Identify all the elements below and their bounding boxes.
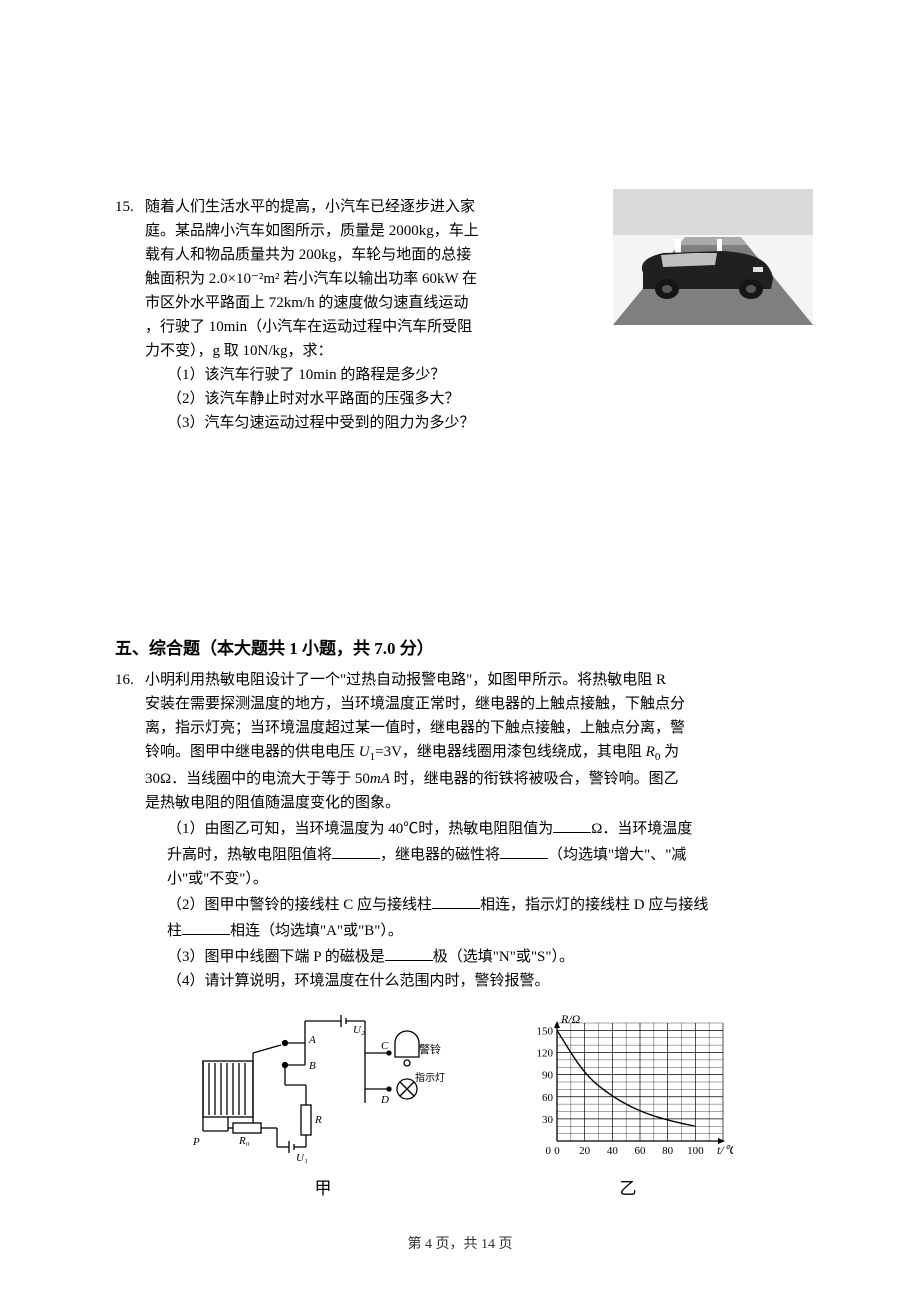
text: 铃响。图甲中继电器的供电电压	[145, 744, 359, 760]
text: （2）图甲中警铃的接线柱 C 应与接线柱	[167, 897, 432, 913]
text: 相连（均选填"A"或"B"）。	[230, 923, 403, 939]
q15-sub2: （2）该汽车静止时对水平路面的压强多大？	[145, 387, 555, 411]
text: （均选填"增大"、"减	[548, 847, 686, 863]
q16-sub1-cont2: 小"或"不变"）。	[145, 867, 785, 891]
svg-text:40: 40	[607, 1145, 619, 1157]
q15-line: 市区外水平路面上 72km/h 的速度做匀速直线运动	[145, 291, 555, 315]
page-number: 第 4 页，共 14 页	[0, 1234, 920, 1256]
caption-jia: 甲	[193, 1175, 453, 1202]
svg-text:20: 20	[579, 1145, 591, 1157]
svg-text:t/℃: t/℃	[717, 1143, 733, 1157]
question-16: 16. 小明利用热敏电阻设计了一个"过热自动报警电路"，如图甲所示。将热敏电阻 …	[145, 668, 820, 1202]
q16-line: 小明利用热敏电阻设计了一个"过热自动报警电路"，如图甲所示。将热敏电阻 R	[145, 668, 785, 692]
svg-text:指示灯: 指示灯	[415, 1071, 445, 1084]
svg-text:100: 100	[687, 1145, 704, 1157]
text-italic: R	[646, 744, 655, 760]
svg-text:R: R	[314, 1114, 322, 1126]
svg-text:0: 0	[546, 1145, 552, 1157]
text: 30Ω．当线圈中的电流大于等于 50	[145, 771, 370, 787]
q16-line: 是热敏电阻的阻值随温度变化的图象。	[145, 791, 785, 815]
blank-input[interactable]	[500, 841, 548, 859]
circuit-diagram: U₂ A B C D R₀ R P U₁ 警铃 指示灯	[193, 1013, 453, 1202]
q15-line: 载有人和物品质量共为 200kg，车轮与地面的总接	[145, 243, 555, 267]
svg-text:120: 120	[537, 1047, 554, 1059]
svg-text:90: 90	[542, 1069, 554, 1081]
svg-text:0: 0	[554, 1145, 560, 1157]
q16-sub4: （4）请计算说明，环境温度在什么范围内时，警铃报警。	[145, 969, 785, 993]
text: ，继电器的磁性将	[380, 847, 500, 863]
page-content: 15. 随着人们生活水平的提高，小汽车已经逐步进入家 庭。某品牌小汽车如图所示，…	[145, 195, 820, 1202]
text: 相连，指示灯的接线柱 D 应与接线	[480, 897, 708, 913]
q16-sub3: （3）图甲中线圈下端 P 的磁极是 极（选填"N"或"S"）。	[145, 943, 785, 969]
caption-yi: 乙	[523, 1175, 733, 1202]
blank-input[interactable]	[432, 891, 480, 909]
svg-text:30: 30	[542, 1114, 554, 1126]
q16-sub1: （1）由图乙可知，当环境温度为 40℃时，热敏电阻阻值为 Ω．当环境温度	[145, 815, 785, 841]
svg-text:D: D	[380, 1094, 389, 1106]
q15-body: 随着人们生活水平的提高，小汽车已经逐步进入家 庭。某品牌小汽车如图所示，质量是 …	[145, 195, 555, 435]
svg-text:150: 150	[537, 1025, 554, 1037]
q16-line: 铃响。图甲中继电器的供电电压 U1=3V，继电器线圈用漆包线绕成，其电阻 R0 …	[145, 740, 785, 767]
q16-line: 安装在需要探测温度的地方，当环境温度正常时，继电器的上触点接触，下触点分	[145, 692, 785, 716]
q16-sub2: （2）图甲中警铃的接线柱 C 应与接线柱 相连，指示灯的接线柱 D 应与接线	[145, 891, 785, 917]
q15-number: 15.	[115, 195, 134, 219]
q16-sub1-cont: 升高时，热敏电阻阻值将 ，继电器的磁性将 （均选填"增大"、"减	[145, 841, 785, 867]
svg-text:60: 60	[635, 1145, 647, 1157]
q15-line: 庭。某品牌小汽车如图所示，质量是 2000kg，车上	[145, 219, 555, 243]
blank-input[interactable]	[553, 815, 591, 833]
svg-text:R₀: R₀	[238, 1135, 250, 1147]
svg-text:U₂: U₂	[353, 1024, 365, 1036]
text: 为	[660, 744, 679, 760]
q15-sub1: （1）该汽车行驶了 10min 的路程是多少？	[145, 363, 555, 387]
text-italic: U	[359, 744, 370, 760]
question-15: 15. 随着人们生活水平的提高，小汽车已经逐步进入家 庭。某品牌小汽车如图所示，…	[145, 195, 820, 435]
diagram-row: U₂ A B C D R₀ R P U₁ 警铃 指示灯	[145, 1013, 785, 1202]
blank-input[interactable]	[332, 841, 380, 859]
section-5-header: 五、综合题（本大题共 1 小题，共 7.0 分）	[115, 635, 820, 662]
svg-text:B: B	[309, 1060, 316, 1072]
text-italic: mA	[370, 771, 390, 787]
svg-text:P: P	[193, 1136, 200, 1148]
svg-text:R/Ω: R/Ω	[560, 1013, 581, 1026]
text: 升高时，热敏电阻阻值将	[167, 847, 332, 863]
q16-body: 小明利用热敏电阻设计了一个"过热自动报警电路"，如图甲所示。将热敏电阻 R 安装…	[145, 668, 785, 1202]
text: 小明利用热敏电阻设计了一个"过热自动报警电路"，如图甲所示。将热敏电阻 R	[145, 672, 666, 688]
svg-text:C: C	[381, 1040, 389, 1052]
svg-text:A: A	[308, 1034, 316, 1046]
svg-text:80: 80	[662, 1145, 674, 1157]
text: Ω．当环境温度	[591, 821, 692, 837]
blank-input[interactable]	[182, 917, 230, 935]
text: 时，继电器的衔铁将被吸合，警铃响。图乙	[390, 771, 679, 787]
q15-line: 随着人们生活水平的提高，小汽车已经逐步进入家	[145, 195, 555, 219]
q15-line: 触面积为 2.0×10⁻²m² 若小汽车以输出功率 60kW 在	[145, 267, 555, 291]
q16-number: 16.	[115, 668, 134, 692]
q15-sub3: （3）汽车匀速运动过程中受到的阻力为多少？	[145, 411, 555, 435]
text: （1）由图乙可知，当环境温度为 40℃时，热敏电阻阻值为	[167, 821, 553, 837]
car-image	[612, 189, 814, 325]
text: 柱	[167, 923, 182, 939]
q16-line: 30Ω．当线圈中的电流大于等于 50mA 时，继电器的衔铁将被吸合，警铃响。图乙	[145, 767, 785, 791]
q15-line: ，行驶了 10min（小汽车在运动过程中汽车所受阻	[145, 315, 555, 339]
blank-input[interactable]	[385, 943, 433, 961]
q16-sub2-cont: 柱 相连（均选填"A"或"B"）。	[145, 917, 785, 943]
resistance-chart: 0 20 40 60 80 100 30 60 90 120 150 0 R/Ω t/℃ 乙	[523, 1013, 733, 1202]
svg-text:警铃: 警铃	[419, 1042, 441, 1056]
text: 极（选填"N"或"S"）。	[433, 949, 574, 965]
svg-text:60: 60	[542, 1092, 554, 1104]
q15-line: 力不变），g 取 10N/kg，求：	[145, 339, 555, 363]
svg-text:U₁: U₁	[296, 1152, 308, 1163]
q16-line: 离，指示灯亮；当环境温度超过某一值时，继电器的下触点接触，上触点分离，警	[145, 716, 785, 740]
text: =3V，继电器线圈用漆包线绕成，其电阻	[375, 744, 646, 760]
text: （3）图甲中线圈下端 P 的磁极是	[167, 949, 385, 965]
